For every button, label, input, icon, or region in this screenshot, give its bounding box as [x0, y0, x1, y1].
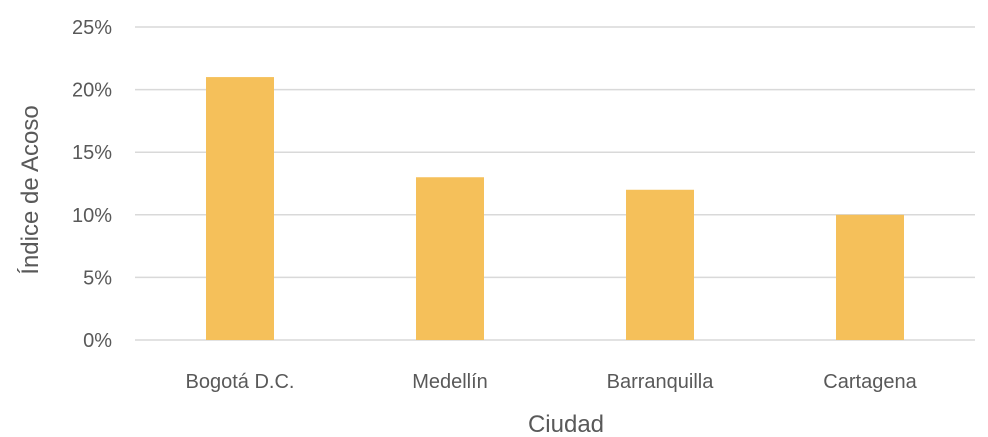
bar	[626, 189, 694, 340]
x-axis-title: Ciudad	[528, 411, 604, 437]
x-category-label: Cartagena	[823, 371, 917, 393]
gridlines	[135, 26, 975, 341]
x-axis-categories: Bogotá D.C. Medellín Barranquilla Cartagena	[186, 371, 918, 393]
y-tick-label: 5%	[83, 267, 112, 289]
y-tick-label: 15%	[72, 142, 112, 164]
x-category-label: Bogotá D.C.	[186, 371, 295, 393]
x-category-label: Medellín	[412, 371, 488, 393]
y-tick-label: 25%	[72, 17, 112, 39]
y-axis-ticks: 0% 5% 10% 15% 20% 25%	[72, 17, 112, 352]
bar	[416, 177, 484, 340]
bar	[836, 214, 904, 340]
bar	[206, 77, 274, 340]
y-axis-title: Índice de Acoso	[17, 105, 44, 274]
bars	[206, 77, 904, 340]
x-category-label: Barranquilla	[607, 371, 715, 393]
y-tick-label: 10%	[72, 205, 112, 227]
y-tick-label: 0%	[83, 330, 112, 352]
y-tick-label: 20%	[72, 80, 112, 102]
